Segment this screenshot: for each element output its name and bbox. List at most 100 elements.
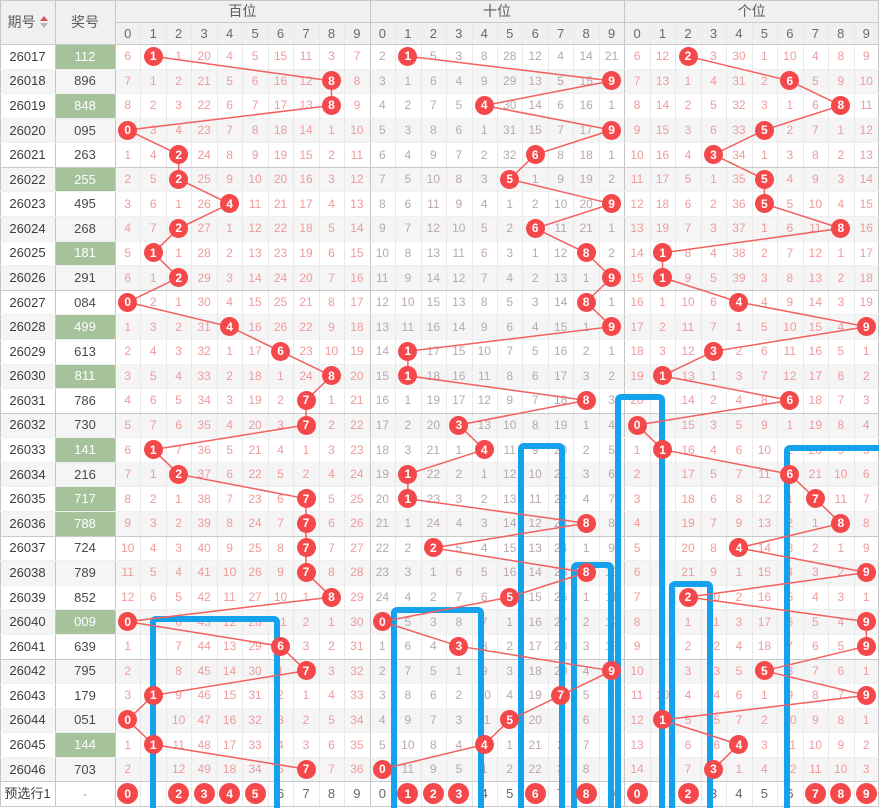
preselect-selected-circle[interactable]: 2 <box>168 783 190 805</box>
period-column-header[interactable]: 期号 <box>0 0 55 44</box>
miss-cell: 1 <box>786 417 794 432</box>
digit-header: 2 <box>429 25 437 41</box>
preselect-number[interactable]: 7 <box>302 786 310 802</box>
preselect-number[interactable]: 6 <box>276 786 285 802</box>
miss-cell: 2 <box>531 270 539 285</box>
preselect-number[interactable]: 3 <box>709 786 718 802</box>
hit-circle: 3 <box>703 759 723 779</box>
preselect-selected-circle[interactable]: 9 <box>855 783 877 805</box>
preselect-selected-circle[interactable]: 1 <box>397 783 419 805</box>
preselect-number[interactable]: 5 <box>760 786 768 802</box>
miss-cell: 13 <box>655 73 670 88</box>
miss-cell: 7 <box>735 467 743 482</box>
miss-cell: 19 <box>248 393 262 408</box>
miss-cell: 33 <box>197 368 211 383</box>
period-cell: 26034 <box>9 466 46 482</box>
miss-cell: 24 <box>248 516 262 531</box>
preselect-number[interactable]: 0 <box>378 786 386 802</box>
preselect-selected-circle[interactable]: 8 <box>575 783 597 805</box>
miss-cell: 8 <box>633 98 641 113</box>
preselect-number[interactable]: 4 <box>735 786 743 802</box>
preselect-selected-circle[interactable]: 2 <box>677 783 699 805</box>
grid-vline <box>318 22 320 806</box>
miss-cell: 6 <box>175 417 182 432</box>
miss-cell: 19 <box>808 417 822 432</box>
preselect-selected-circle[interactable]: 2 <box>422 783 444 805</box>
miss-cell: 6 <box>455 123 463 138</box>
miss-cell: 8 <box>124 98 132 113</box>
miss-cell: 26 <box>350 516 364 531</box>
miss-cell: 1 <box>608 344 615 359</box>
preselect-selected-circle[interactable]: 3 <box>193 783 215 805</box>
miss-cell: 1 <box>124 639 132 654</box>
miss-cell: 2 <box>429 590 437 605</box>
period-cell: 26020 <box>9 122 46 138</box>
miss-cell: 7 <box>710 319 717 334</box>
period-cell: 26044 <box>9 712 46 728</box>
miss-cell: 8 <box>684 245 692 260</box>
prize-cell: 852 <box>74 589 96 605</box>
miss-cell: 5 <box>735 663 743 678</box>
miss-cell: 9 <box>633 123 641 138</box>
preselect-selected-circle[interactable]: 4 <box>219 783 241 805</box>
miss-cell: 21 <box>248 442 262 457</box>
miss-cell: 17 <box>350 295 364 310</box>
miss-cell: 13 <box>681 368 695 383</box>
table-left-border <box>0 0 1 806</box>
miss-cell: 2 <box>659 319 666 334</box>
miss-cell: 5 <box>429 49 437 64</box>
preselect-number[interactable]: 4 <box>480 786 488 802</box>
preselect-selected-circle[interactable]: 0 <box>626 783 648 805</box>
miss-cell: 20 <box>197 49 211 64</box>
digit-header: 5 <box>506 25 514 41</box>
grid-vline <box>751 22 753 806</box>
prize-cell: 095 <box>74 122 96 138</box>
preselect-selected-circle[interactable]: 5 <box>244 783 266 805</box>
miss-cell: 3 <box>379 73 386 88</box>
preselect-number[interactable]: 9 <box>353 786 361 802</box>
sort-icon[interactable] <box>39 16 48 28</box>
prize-cell: 786 <box>74 392 96 408</box>
preselect-number[interactable]: 5 <box>506 786 514 802</box>
miss-cell: 3 <box>862 393 870 408</box>
miss-cell: 28 <box>350 565 364 580</box>
miss-cell: 5 <box>710 467 717 482</box>
miss-cell: 18 <box>350 319 364 334</box>
preselect-selected-circle[interactable]: 6 <box>524 783 546 805</box>
preselect-number[interactable]: 8 <box>327 786 336 802</box>
miss-cell: 10 <box>859 73 873 88</box>
miss-cell: 7 <box>710 516 717 531</box>
miss-cell: 6 <box>328 737 335 752</box>
miss-cell: 6 <box>811 98 819 113</box>
preselect-selected-circle[interactable]: 0 <box>117 783 139 805</box>
miss-cell: 11 <box>783 344 797 359</box>
hit-circle: 7 <box>296 562 316 582</box>
miss-cell: 16 <box>452 368 466 383</box>
miss-cell: 19 <box>859 295 873 310</box>
prize-cell: 789 <box>74 564 96 580</box>
hit-circle: 9 <box>856 636 876 656</box>
miss-cell: 12 <box>452 270 466 285</box>
hit-circle: 7 <box>296 513 316 533</box>
prize-cell: 896 <box>74 73 96 89</box>
miss-cell: 6 <box>149 590 157 605</box>
miss-cell: 13 <box>350 196 364 211</box>
hit-circle: 4 <box>474 735 494 755</box>
miss-cell: 7 <box>761 368 768 383</box>
miss-cell: 19 <box>375 467 390 482</box>
preselect-selected-circle[interactable]: 8 <box>830 783 852 805</box>
miss-cell: 10 <box>681 295 695 310</box>
digit-header: 8 <box>837 25 845 41</box>
miss-cell: 3 <box>328 172 335 187</box>
miss-cell: 6 <box>837 368 845 383</box>
miss-cell: 11 <box>223 590 236 605</box>
miss-cell: 5 <box>379 123 386 138</box>
miss-cell: 3 <box>404 123 412 138</box>
miss-cell: 6 <box>735 688 743 703</box>
preselect-selected-circle[interactable]: 3 <box>448 783 470 805</box>
preselect-selected-circle[interactable]: 7 <box>804 783 826 805</box>
miss-cell: 14 <box>859 172 873 187</box>
blue-annotation-rect <box>391 607 484 808</box>
miss-cell: 6 <box>710 491 717 506</box>
miss-cell: 3 <box>659 344 666 359</box>
